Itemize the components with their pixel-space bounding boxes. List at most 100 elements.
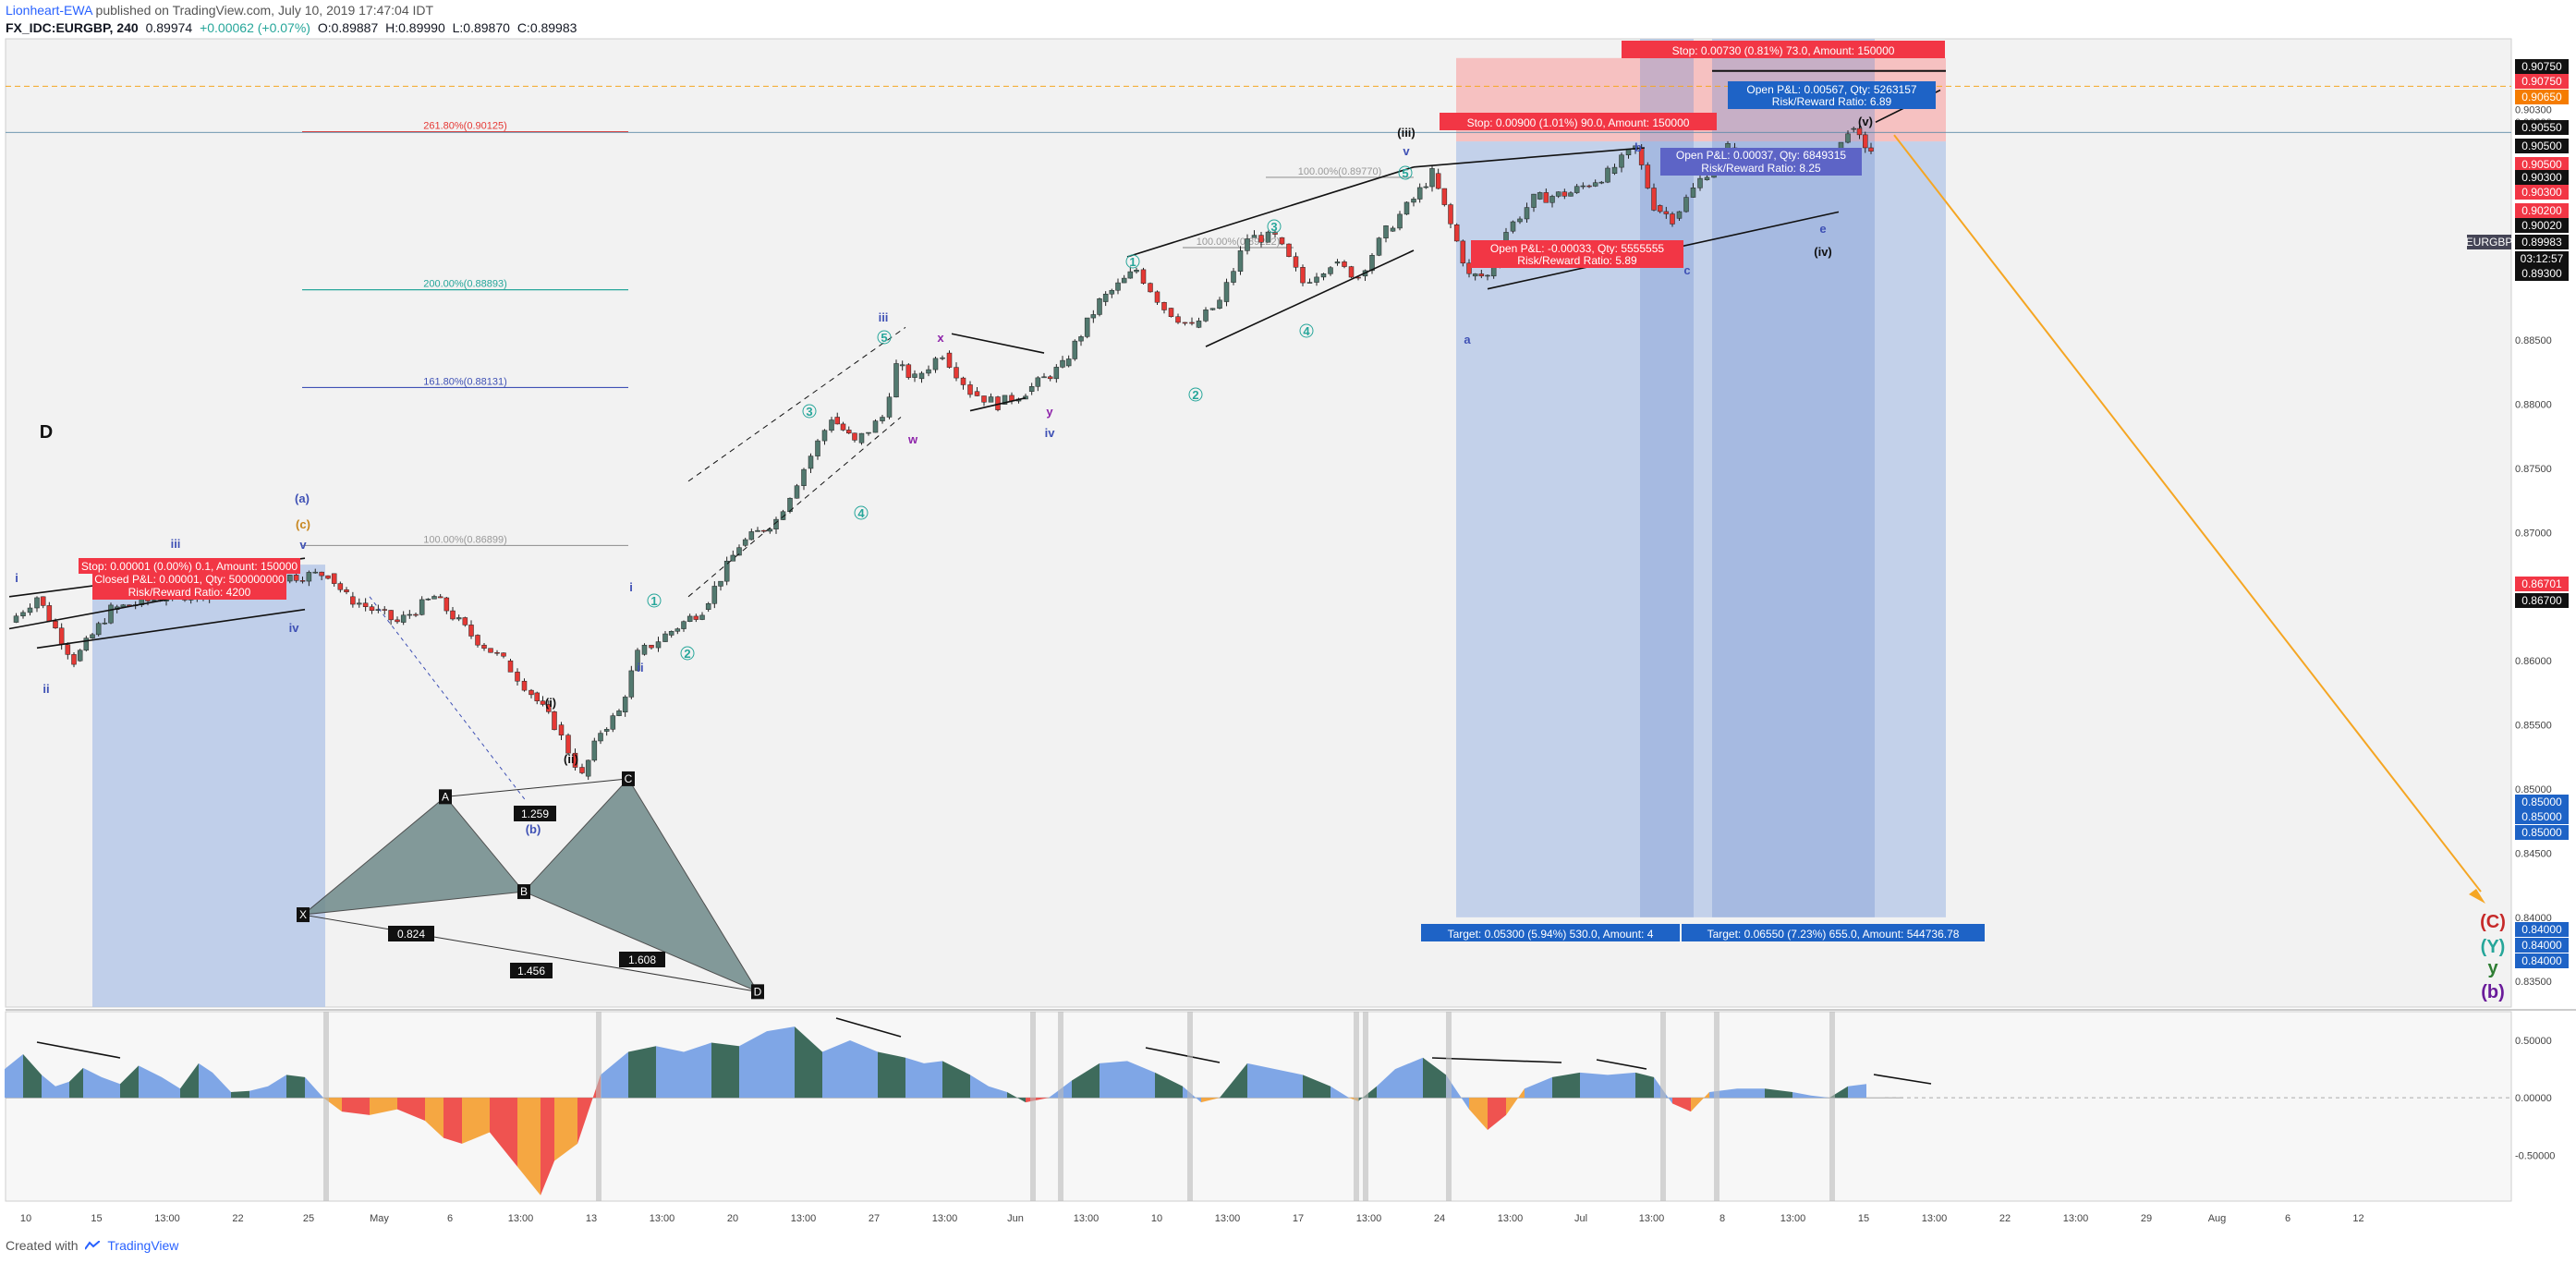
trend-line xyxy=(969,396,1027,412)
candle-body xyxy=(507,660,514,673)
symbol-name[interactable]: FX_IDC:EURGBP, 240 xyxy=(6,20,139,35)
rr-label-neg-bg xyxy=(1471,254,1683,268)
wave-label-circle xyxy=(877,330,892,345)
osc-area-segment xyxy=(517,1098,541,1196)
candle-body xyxy=(1690,188,1696,198)
wave-label: 4 xyxy=(1303,324,1310,338)
candle-body xyxy=(736,547,742,556)
candle-body xyxy=(755,529,760,532)
ohlc-open: O:0.89887 xyxy=(317,20,379,35)
osc-area-segment xyxy=(1049,1080,1072,1099)
candle-body xyxy=(1102,293,1109,302)
osc-area-segment xyxy=(1488,1098,1506,1130)
price-badge-bg xyxy=(2515,266,2569,281)
osc-area-segment xyxy=(370,1098,397,1115)
candle-body xyxy=(369,606,375,611)
symbol-info: FX_IDC:EURGBP, 240 0.89974 +0.00062 (+0.… xyxy=(6,20,577,35)
candle-body xyxy=(494,651,500,654)
wave-label: (i) xyxy=(545,696,556,710)
osc-area-segment xyxy=(397,1098,425,1122)
osc-divergence-line xyxy=(1596,1059,1647,1070)
candle-body xyxy=(1633,145,1638,150)
candle-body xyxy=(331,573,337,584)
fib-level-label: 100.00%(0.89770) xyxy=(1298,166,1382,177)
candle-body xyxy=(622,697,628,712)
ratio-cd-bg xyxy=(514,806,556,821)
candle-body xyxy=(572,752,578,768)
chart-header: Lionheart-EWA published on TradingView.c… xyxy=(0,0,2576,37)
wave-label: e xyxy=(1819,222,1826,236)
price-badge-bg xyxy=(2515,203,2569,218)
candle-body xyxy=(1403,201,1410,215)
price-badge-bg xyxy=(2515,90,2569,104)
candle-body xyxy=(1300,267,1306,284)
osc-area-segment xyxy=(1506,1088,1525,1115)
osc-area-segment xyxy=(180,1063,199,1099)
candle-body xyxy=(718,580,723,587)
price-badge-bg xyxy=(2515,795,2569,809)
trend-line xyxy=(36,608,306,650)
osc-session-band xyxy=(1030,1012,1036,1201)
tradingview-link[interactable]: TradingView xyxy=(107,1238,179,1253)
closed-pl-label-left: Closed P&L: 0.00001, Qty: 500000000 xyxy=(94,573,285,586)
candle-body xyxy=(306,572,312,582)
candle-body xyxy=(699,614,705,620)
osc-session-band xyxy=(1829,1012,1835,1201)
x-axis-tick: 13:00 xyxy=(154,1213,180,1224)
wave-label: (c) xyxy=(296,517,310,531)
candle-body xyxy=(1265,231,1271,243)
ohlc-close: C:0.89983 xyxy=(516,20,577,35)
x-axis-tick: 15 xyxy=(91,1213,102,1224)
price-badge-bg xyxy=(2515,59,2569,74)
harmonic-point-a: A xyxy=(442,790,449,803)
candle-body xyxy=(108,604,114,624)
osc-area-segment xyxy=(541,1098,554,1196)
osc-area-segment xyxy=(850,1040,878,1099)
price-badge-bg xyxy=(2515,938,2569,953)
harmonic-point-b-bg xyxy=(517,884,530,900)
price-badge: 0.85000 xyxy=(2521,810,2562,823)
candle-body xyxy=(1245,238,1250,251)
candle-body xyxy=(946,352,953,368)
candle-body xyxy=(1868,147,1874,152)
y-axis-tick: 0.87500 xyxy=(2515,464,2552,475)
rr-label-left: Risk/Reward Ratio: 4200 xyxy=(128,586,251,599)
wave-label: 5 xyxy=(1402,166,1408,180)
wave-label: 3 xyxy=(806,405,812,419)
osc-area-segment xyxy=(656,1046,684,1099)
candle-body xyxy=(1448,204,1453,225)
candle-body xyxy=(1651,188,1657,211)
osc-area-segment xyxy=(213,1072,231,1099)
x-axis-tick: 22 xyxy=(1999,1213,2011,1224)
channel-dashed-upper xyxy=(687,326,906,482)
osc-area-segment xyxy=(490,1098,517,1167)
candle-body xyxy=(1251,235,1258,238)
osc-area-segment xyxy=(905,1057,924,1099)
y-axis-tick: 0.87000 xyxy=(2515,528,2552,539)
price-badge: 0.90500 xyxy=(2521,140,2562,152)
rr-label-top-bg xyxy=(1728,95,1936,109)
osc-area-segment xyxy=(942,1061,970,1099)
target-label-a-bg xyxy=(1421,924,1680,941)
candle-body xyxy=(1586,185,1592,188)
osc-area-segment xyxy=(739,1031,767,1099)
y-axis-tick: 0.83500 xyxy=(2515,977,2552,988)
x-axis-tick: 29 xyxy=(2141,1213,2152,1224)
candle-body xyxy=(1561,191,1568,197)
candle-body xyxy=(1231,271,1236,283)
candle-body xyxy=(1517,218,1523,223)
author-link[interactable]: Lionheart-EWA xyxy=(6,3,92,18)
candle-body xyxy=(1127,271,1134,279)
price-badge: 0.90200 xyxy=(2521,204,2562,217)
candle-body xyxy=(1683,197,1689,213)
x-axis-tick: 13:00 xyxy=(2063,1213,2089,1224)
x-axis-tick: 12 xyxy=(2352,1213,2363,1224)
osc-area-segment xyxy=(231,1090,249,1099)
osc-area-segment xyxy=(970,1075,989,1099)
target-label-b-bg xyxy=(1682,924,1985,941)
candle-body xyxy=(1863,134,1868,149)
x-axis-tick: 13:00 xyxy=(650,1213,675,1224)
candle-body xyxy=(413,613,419,616)
candle-body xyxy=(610,715,616,730)
